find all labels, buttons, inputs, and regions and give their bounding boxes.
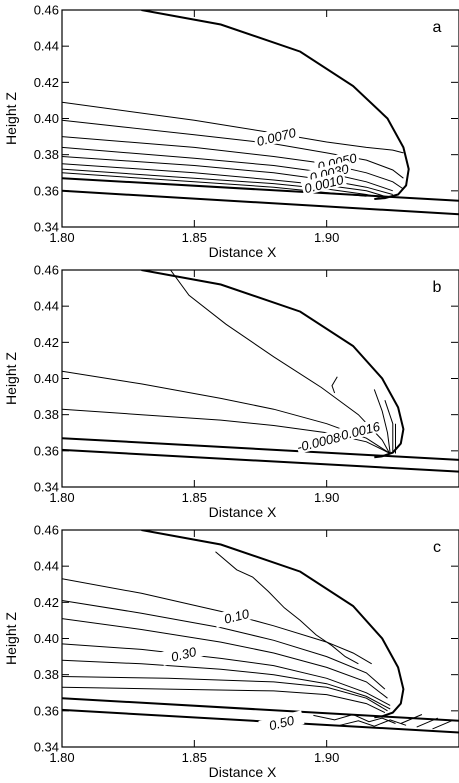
contour-label: 0.0070 (255, 125, 298, 149)
y-tick-label: 0.42 (34, 75, 59, 90)
contour-label-background (295, 429, 342, 454)
y-tick-label: 0.34 (34, 740, 59, 755)
boundary-line-2 (62, 697, 459, 722)
contour-line-8 (62, 686, 386, 714)
x-tick-label: 1.80 (49, 490, 74, 505)
contour-line-3 (62, 408, 391, 454)
y-tick-label: 0.38 (34, 667, 59, 682)
y-tick-label: 0.40 (34, 631, 59, 646)
contour-line-7 (62, 676, 388, 712)
contour-line-6 (384, 400, 394, 454)
boundary-line-1 (141, 10, 410, 200)
contour-label-background (300, 171, 347, 196)
y-tick-label: 0.34 (34, 220, 59, 235)
contour-label-background (335, 418, 382, 443)
x-tick-label: 1.90 (314, 230, 339, 245)
y-tick-label: 0.42 (34, 335, 59, 350)
x-tick-label: 1.85 (182, 490, 207, 505)
y-axis-label: Height Z (3, 92, 19, 145)
boundary-line-2 (62, 437, 459, 461)
x-axis-label: Distance X (209, 504, 277, 520)
x-tick-label: 1.85 (182, 750, 207, 765)
contour-line-5 (62, 156, 393, 195)
y-tick-label: 0.38 (34, 147, 59, 162)
contour-line-4 (62, 618, 388, 699)
x-tick-label: 1.85 (182, 230, 207, 245)
x-tick-label: 1.80 (49, 750, 74, 765)
y-axis-label: Height Z (3, 612, 19, 665)
boundary-line-1 (141, 530, 405, 719)
y-tick-label: 0.46 (34, 3, 59, 18)
contour-line-1 (170, 270, 391, 455)
y-tick-label: 0.44 (34, 39, 59, 54)
y-tick-label: 0.34 (34, 480, 59, 495)
y-tick-label: 0.42 (34, 595, 59, 610)
contour-label-background (213, 603, 260, 628)
boundary-line-1 (141, 270, 405, 459)
y-tick-label: 0.40 (34, 371, 59, 386)
panel-label: a (433, 19, 442, 36)
contour-line-4 (62, 146, 393, 192)
y-tick-label: 0.44 (34, 559, 59, 574)
axes-frame (61, 269, 459, 488)
contour-line-2 (62, 370, 391, 454)
contour-label: -0.0008 (295, 429, 342, 454)
panel-label: b (433, 279, 442, 296)
y-tick-label: 0.46 (34, 523, 59, 538)
boundary-line-3 (62, 189, 459, 216)
panel-label: c (433, 539, 441, 556)
contour-line-2 (62, 119, 404, 179)
contour-label: 0.10 (222, 606, 251, 627)
x-axis-label: Distance X (209, 764, 277, 780)
boundary-line-2 (62, 177, 459, 202)
contour-line-1 (62, 101, 404, 154)
contour-line-5 (373, 389, 391, 454)
contour-label-background (258, 710, 305, 735)
y-tick-label: 0.36 (34, 443, 59, 458)
y-tick-label: 0.36 (34, 703, 59, 718)
contour-line-10 (339, 719, 407, 727)
y-tick-label: 0.44 (34, 299, 59, 314)
y-tick-label: 0.46 (34, 263, 59, 278)
contour-line-6 (62, 163, 386, 197)
panel-b: -0.0016-0.0008 1.80 1.85 1.90 0.34 0.36 0.38 0.… (3, 263, 459, 520)
contour-line-1 (215, 551, 359, 665)
contour-line-13 (432, 719, 454, 730)
contour-line-4 (331, 376, 338, 394)
y-tick-label: 0.36 (34, 183, 59, 198)
x-axis-label: Distance X (209, 244, 277, 260)
y-tick-label: 0.38 (34, 407, 59, 422)
x-tick-label: 1.80 (49, 230, 74, 245)
contour-label: 0.30 (170, 644, 199, 665)
contour-label-background (160, 641, 207, 666)
panel-c: 0.10 0.30 0.50 1.80 1.85 1.90 0.34 0.36 0.38 0.40… (3, 523, 459, 780)
contour-line-3 (62, 600, 386, 690)
y-axis-label: Height Z (3, 352, 19, 405)
contour-label-background (253, 124, 300, 149)
contour-line-5 (62, 643, 391, 706)
contour-line-2 (62, 578, 372, 665)
plot-area: -0.0016-0.0008 (62, 270, 459, 473)
contour-line-9 (313, 713, 396, 724)
contour-line-6 (62, 659, 391, 710)
boundary-line-3 (62, 448, 459, 473)
y-tick-label: 0.40 (34, 111, 59, 126)
contour-label: 0.50 (267, 712, 296, 733)
plot-area: 0.10 0.30 0.50 (62, 530, 459, 735)
x-tick-label: 1.90 (314, 750, 339, 765)
axes-frame (61, 529, 459, 748)
x-tick-label: 1.90 (314, 490, 339, 505)
